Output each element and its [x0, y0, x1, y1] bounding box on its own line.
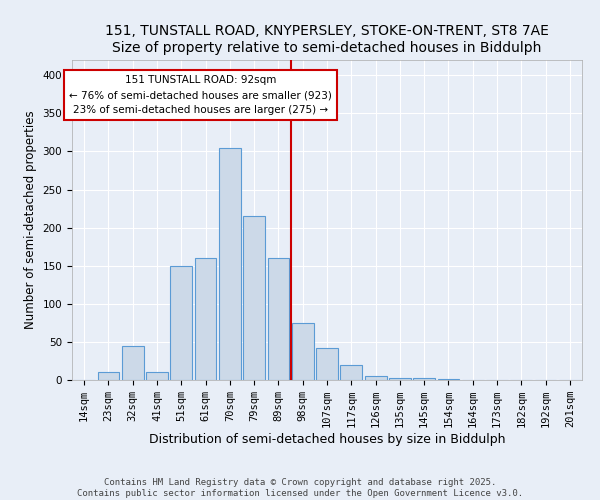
Bar [268, 258, 289, 380]
Text: 151 TUNSTALL ROAD: 92sqm
← 76% of semi-detached houses are smaller (923)
23% of : 151 TUNSTALL ROAD: 92sqm ← 76% of semi-d… [69, 75, 332, 115]
Bar [340, 365, 362, 380]
Bar [122, 346, 143, 380]
Bar [413, 378, 435, 380]
Bar [316, 348, 338, 380]
Title: 151, TUNSTALL ROAD, KNYPERSLEY, STOKE-ON-TRENT, ST8 7AE
Size of property relativ: 151, TUNSTALL ROAD, KNYPERSLEY, STOKE-ON… [105, 24, 549, 54]
Bar [437, 379, 460, 380]
Bar [389, 378, 411, 380]
Bar [194, 258, 217, 380]
Bar [243, 216, 265, 380]
X-axis label: Distribution of semi-detached houses by size in Biddulph: Distribution of semi-detached houses by … [149, 433, 505, 446]
Text: Contains HM Land Registry data © Crown copyright and database right 2025.
Contai: Contains HM Land Registry data © Crown c… [77, 478, 523, 498]
Bar [97, 372, 119, 380]
Bar [170, 266, 192, 380]
Bar [292, 323, 314, 380]
Bar [365, 376, 386, 380]
Bar [219, 148, 241, 380]
Bar [146, 372, 168, 380]
Y-axis label: Number of semi-detached properties: Number of semi-detached properties [24, 110, 37, 330]
